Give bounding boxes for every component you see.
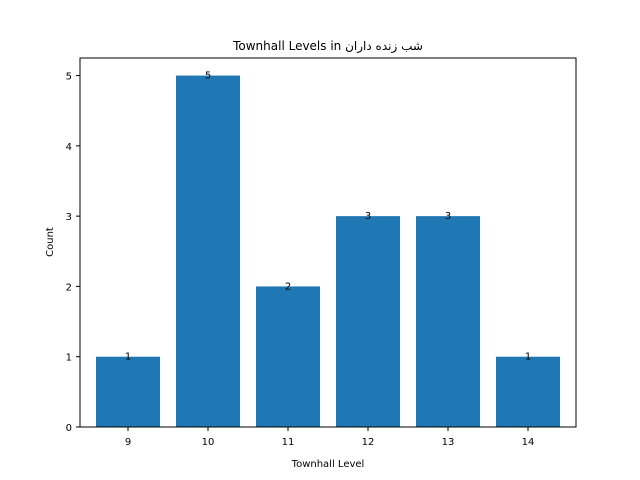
bar-9: [96, 356, 160, 427]
x-tick-label: 13: [442, 437, 455, 448]
data-label-9: 1: [125, 352, 131, 363]
data-label-12: 3: [365, 211, 371, 222]
y-tick-label: 0: [66, 423, 72, 434]
x-axis-ticks: 9 10 11 12 13 14: [125, 427, 535, 448]
bar-10: [176, 75, 240, 428]
data-label-11: 2: [285, 281, 291, 292]
x-tick-label: 12: [362, 437, 375, 448]
x-tick-label: 9: [125, 437, 131, 448]
data-label-13: 3: [445, 211, 451, 222]
bars-group: [96, 75, 560, 428]
bar-12: [336, 216, 400, 427]
bar-13: [416, 216, 480, 427]
x-tick-label: 14: [522, 437, 535, 448]
plot-frame: [79, 57, 577, 428]
y-tick-label: 2: [66, 282, 72, 293]
bar-11: [256, 286, 320, 427]
y-axis-label: Count: [45, 227, 56, 257]
y-tick-label: 4: [66, 142, 72, 153]
data-labels-group: 1 5 2 3 3 1: [125, 71, 531, 363]
y-axis-ticks: 0 1 2 3 4 5: [66, 72, 80, 434]
x-axis-label: Townhall Level: [291, 459, 365, 470]
data-label-10: 5: [205, 71, 211, 82]
y-tick-label: 5: [66, 72, 72, 83]
x-tick-label: 10: [202, 437, 215, 448]
bar-14: [496, 356, 560, 427]
chart-title: Townhall Levels in شب زنده داران: [232, 39, 423, 54]
x-tick-label: 11: [282, 437, 295, 448]
y-tick-label: 3: [66, 212, 72, 223]
y-tick-label: 1: [66, 353, 72, 364]
data-label-14: 1: [525, 352, 531, 363]
